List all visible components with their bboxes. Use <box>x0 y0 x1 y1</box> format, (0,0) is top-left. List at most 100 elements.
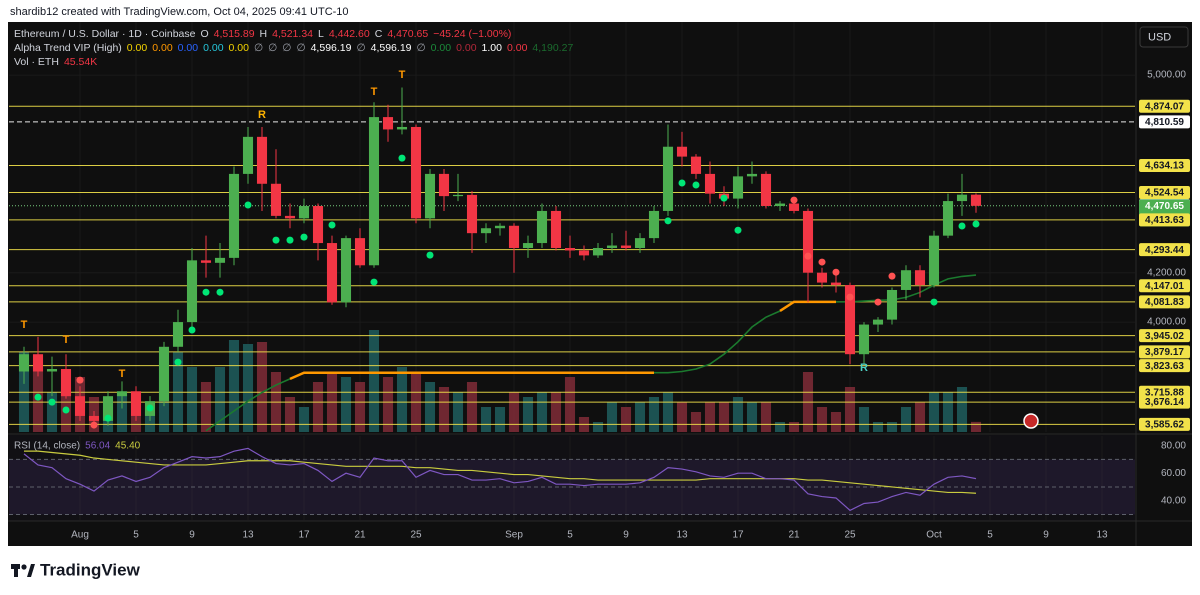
x-tick-label: 5 <box>133 530 139 541</box>
signal-dot <box>790 196 798 204</box>
x-tick-label: 5 <box>987 530 993 541</box>
candle-body <box>550 210 562 248</box>
price-level-label-box <box>1139 385 1190 399</box>
legend-item: ∅ <box>282 42 291 54</box>
signal-letter: T <box>63 334 70 346</box>
x-tick-label: 5 <box>567 530 573 541</box>
signal-dot <box>216 288 224 296</box>
candle-body <box>788 203 800 211</box>
legend-item: 0.00 <box>203 42 224 54</box>
signal-dot <box>174 358 182 366</box>
volume-bar <box>242 344 254 432</box>
price-level-label: 4,874.07 <box>1145 101 1184 112</box>
volume-bar <box>970 421 982 432</box>
x-tick-label: 13 <box>676 530 688 541</box>
candle-body <box>158 346 170 402</box>
volume-bar <box>928 392 940 432</box>
candle-body <box>816 272 828 283</box>
volume-bar <box>284 397 296 432</box>
signal-dot <box>846 293 854 301</box>
x-tick-label: 21 <box>788 530 800 541</box>
candle-body <box>46 369 58 372</box>
price-level-label-box <box>1139 329 1190 343</box>
candle-body <box>928 235 940 286</box>
candle-body <box>662 146 674 211</box>
volume-bar <box>816 407 828 432</box>
signal-dot <box>48 398 56 406</box>
candle-body <box>60 369 72 397</box>
price-level-label: 4,293.44 <box>1145 245 1184 256</box>
price-level-label: 4,470.65 <box>1145 201 1184 212</box>
currency-button[interactable] <box>1139 26 1189 48</box>
signal-letter: T <box>21 319 28 331</box>
x-tick-label: 25 <box>844 530 856 541</box>
caption: shardib12 created with TradingView.com, … <box>10 6 349 18</box>
x-tick-label: 9 <box>1043 530 1049 541</box>
volume-bar <box>788 422 800 432</box>
brand-logo <box>11 564 35 577</box>
volume-bar <box>704 402 716 432</box>
volume-bar <box>438 387 450 432</box>
candle-body <box>116 391 128 397</box>
legend-item: ∅ <box>296 42 305 54</box>
candle-body <box>368 117 380 266</box>
volume-bar <box>298 407 310 432</box>
signal-dot <box>678 179 686 187</box>
grid <box>9 22 1135 520</box>
brand: TradingView <box>40 560 141 579</box>
candle-body <box>382 117 394 130</box>
candle-body <box>424 173 436 219</box>
currency[interactable]: USD <box>1148 31 1171 43</box>
candle-body <box>802 210 814 273</box>
price-level-label: 3,879.17 <box>1145 347 1184 358</box>
legend-item: 1.00 <box>482 42 503 54</box>
rsi-legend-value: 56.04 <box>85 441 110 452</box>
levels <box>9 105 1135 425</box>
volume-bar <box>508 392 520 432</box>
price-level-label: 3,715.88 <box>1145 387 1184 398</box>
x-tick-label: 21 <box>354 530 366 541</box>
signal-dot <box>930 298 938 306</box>
volume-bar <box>844 387 856 432</box>
flag-icon <box>1023 413 1039 429</box>
candle-body <box>886 289 898 320</box>
candle-body <box>102 396 114 421</box>
candle-body <box>74 396 86 416</box>
legend-item: 0.00 <box>431 42 452 54</box>
candle-body <box>746 173 758 177</box>
candle-body <box>354 238 366 266</box>
rsi-tick-label: 40.00 <box>1161 495 1186 506</box>
volume-bar <box>676 402 688 432</box>
price-level-label: 4,081.83 <box>1145 297 1184 308</box>
x-tick-label: 25 <box>410 530 422 541</box>
candle-body <box>298 206 310 219</box>
candle-body <box>284 215 296 219</box>
x-tick-label: 9 <box>623 530 629 541</box>
legend-item: 0.00 <box>127 42 148 54</box>
signal-letter: T <box>371 86 378 98</box>
legend-item: O <box>200 28 208 40</box>
candle-body <box>256 136 268 184</box>
legend-item: 0.00 <box>152 42 173 54</box>
volume-bar <box>312 382 324 432</box>
candle-body <box>620 245 632 248</box>
volume-bar <box>774 422 786 432</box>
candle-body <box>760 173 772 207</box>
legend-item: 4,596.19 <box>371 42 412 54</box>
signal-dot <box>90 421 98 429</box>
rsi-line <box>23 447 977 512</box>
price-level-label-box <box>1139 395 1190 409</box>
volume-bar <box>746 402 758 432</box>
volume-bar <box>914 402 926 432</box>
price-level-label-box <box>1139 213 1190 227</box>
candle-body <box>732 176 744 199</box>
volume-bar <box>256 342 268 432</box>
volume-bar <box>354 382 366 432</box>
x-tick-label: 13 <box>242 530 254 541</box>
volume-bar <box>718 402 730 432</box>
signal-dot <box>804 252 812 260</box>
signal-letter: R <box>860 362 868 374</box>
candle-body <box>704 173 716 194</box>
legend-item: 0.00 <box>229 42 250 54</box>
volume-bar <box>144 412 156 432</box>
